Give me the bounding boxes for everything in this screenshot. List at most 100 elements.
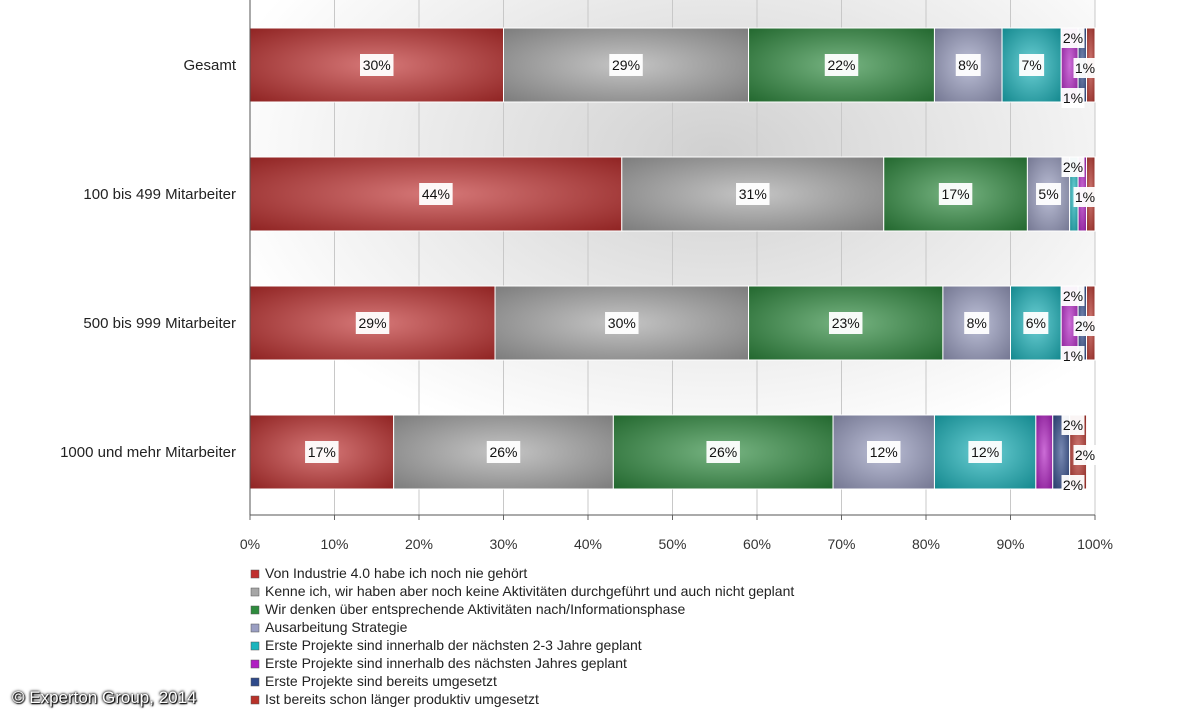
- data-label-box: [1061, 415, 1085, 435]
- legend: Von Industrie 4.0 habe ich noch nie gehö…: [250, 565, 794, 707]
- data-label-box: [360, 54, 394, 76]
- category-label: 100 bis 499 Mitarbeiter: [83, 186, 236, 203]
- legend-label: Ist bereits schon länger produktiv umges…: [265, 691, 539, 707]
- data-label-box: [706, 441, 740, 463]
- data-label-box: [1061, 28, 1085, 48]
- data-label: 17%: [942, 186, 970, 202]
- data-label-box: [1061, 346, 1085, 366]
- data-label-box: [1061, 475, 1085, 495]
- legend-label: Erste Projekte sind innerhalb der nächst…: [265, 637, 642, 653]
- x-tick-label: 50%: [658, 536, 686, 552]
- data-label-box: [1073, 187, 1097, 207]
- data-label-box: [355, 312, 390, 334]
- data-label: 8%: [967, 315, 987, 331]
- data-label: 12%: [971, 444, 999, 460]
- legend-label: Von Industrie 4.0 habe ich noch nie gehö…: [265, 565, 527, 581]
- data-label: 29%: [359, 315, 387, 331]
- data-label: 17%: [308, 444, 336, 460]
- x-axis: 0% 10% 20% 30% 40% 50% 60% 70% 80% 90% 100%: [240, 0, 1113, 552]
- legend-swatch: [250, 605, 260, 615]
- data-label: 26%: [709, 444, 737, 460]
- bar-segment: [1035, 414, 1054, 490]
- legend-label: Wir denken über entsprechende Aktivitäte…: [265, 601, 685, 617]
- data-label: 1%: [1075, 189, 1095, 205]
- data-label: 2%: [1063, 477, 1083, 493]
- data-label-box: [1073, 445, 1097, 465]
- data-label-box: [419, 183, 453, 205]
- data-label: 6%: [1026, 315, 1046, 331]
- data-label: 2%: [1063, 30, 1083, 46]
- data-label: 12%: [870, 444, 898, 460]
- data-label: 1%: [1075, 60, 1095, 76]
- x-tick-label: 60%: [743, 536, 771, 552]
- legend-swatch: [250, 695, 260, 705]
- data-label-box: [609, 54, 643, 76]
- data-label-box: [964, 312, 990, 334]
- category-label: 1000 und mehr Mitarbeiter: [60, 444, 236, 461]
- data-label-box: [867, 441, 901, 463]
- legend-label: Erste Projekte sind bereits umgesetzt: [265, 673, 497, 689]
- bar-segment: [933, 27, 1003, 103]
- data-label: 2%: [1063, 417, 1083, 433]
- legend-swatch: [250, 587, 260, 597]
- legend-label: Kenne ich, wir haben aber noch keine Akt…: [265, 583, 794, 599]
- data-label: 29%: [612, 57, 640, 73]
- x-tick-label: 20%: [405, 536, 433, 552]
- data-label-box: [1036, 183, 1062, 205]
- data-label-box: [1061, 286, 1085, 306]
- x-tick-label: 40%: [574, 536, 602, 552]
- data-label-box: [828, 312, 863, 334]
- data-label: 5%: [1038, 186, 1058, 202]
- data-label: 30%: [363, 57, 391, 73]
- data-label-box: [968, 441, 1002, 463]
- data-label: 1%: [1063, 90, 1083, 106]
- legend-label: Ausarbeitung Strategie: [265, 619, 408, 635]
- category-label: 500 bis 999 Mitarbeiter: [83, 315, 236, 332]
- x-tick-label: 90%: [996, 536, 1024, 552]
- legend-label: Erste Projekte sind innerhalb des nächst…: [265, 655, 627, 671]
- data-label-box: [486, 441, 521, 463]
- legend-swatch: [250, 659, 260, 669]
- data-label-box: [955, 54, 981, 76]
- bar-segment: [933, 414, 1037, 490]
- data-label: 31%: [739, 186, 767, 202]
- legend-swatch: [250, 641, 260, 651]
- data-label: 2%: [1063, 288, 1083, 304]
- data-label-box: [1061, 88, 1085, 108]
- data-label: 7%: [1022, 57, 1042, 73]
- data-label: 22%: [827, 57, 855, 73]
- data-label: 44%: [422, 186, 450, 202]
- data-label: 2%: [1075, 318, 1095, 334]
- data-label-box: [1019, 54, 1045, 76]
- bar-segment: [393, 414, 614, 490]
- data-label-box: [1023, 312, 1049, 334]
- legend-swatch: [250, 623, 260, 633]
- category-label: Gesamt: [183, 57, 236, 74]
- data-label-box: [1073, 58, 1097, 78]
- x-tick-label: 70%: [827, 536, 855, 552]
- legend-swatch: [250, 569, 260, 579]
- data-label: 2%: [1063, 159, 1083, 175]
- data-label: 2%: [1075, 447, 1095, 463]
- data-label-box: [1061, 157, 1085, 177]
- data-label: 30%: [608, 315, 636, 331]
- data-label: 1%: [1063, 348, 1083, 364]
- x-tick-label: 10%: [320, 536, 348, 552]
- data-label-box: [824, 54, 859, 76]
- data-label-box: [736, 183, 770, 205]
- data-label-box: [1073, 316, 1097, 336]
- data-label-box: [305, 441, 339, 463]
- data-label: 8%: [958, 57, 978, 73]
- x-tick-label: 0%: [240, 536, 260, 552]
- data-label-box: [938, 183, 973, 205]
- data-label: 23%: [832, 315, 860, 331]
- bars: 30% 29% 22% 8% 7% 2% 1% 1% 44% 31% 17% 5% 2% 1% 29% 30%…: [249, 27, 1097, 495]
- x-tick-label: 100%: [1077, 536, 1113, 552]
- legend-swatch: [250, 677, 260, 687]
- data-label: 26%: [489, 444, 517, 460]
- data-label-box: [605, 312, 639, 334]
- copyright-text: © Experton Group, 2014: [12, 688, 197, 707]
- category-labels: Gesamt 100 bis 499 Mitarbeiter 500 bis 999…: [60, 57, 237, 461]
- x-tick-label: 80%: [912, 536, 940, 552]
